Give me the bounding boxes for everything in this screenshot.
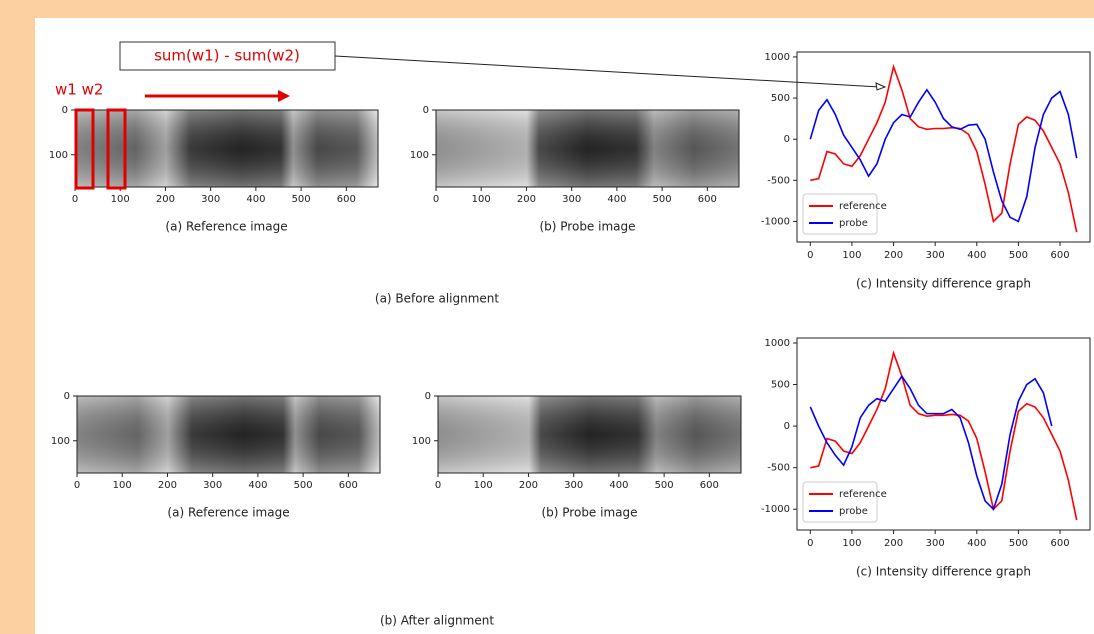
x-tick-label: 0 bbox=[807, 250, 813, 261]
image-shade bbox=[437, 395, 742, 474]
image-caption: (a) Reference image bbox=[165, 220, 287, 234]
x-tick-label: 600 bbox=[1050, 250, 1069, 261]
y-tick-label: 1000 bbox=[765, 338, 790, 349]
y-tick-label: -1000 bbox=[761, 216, 790, 227]
series-line bbox=[809, 374, 1053, 511]
x-tick-label: 300 bbox=[926, 250, 945, 261]
x-tick-label: 300 bbox=[201, 194, 220, 205]
y-tick-label: 0 bbox=[784, 421, 790, 432]
x-tick-label: 0 bbox=[807, 538, 813, 549]
arrow-head bbox=[278, 90, 290, 102]
x-tick-label: 400 bbox=[609, 480, 628, 491]
x-tick-label: 100 bbox=[113, 480, 132, 491]
y-tick-label: 0 bbox=[423, 105, 429, 116]
y-tick-label: -500 bbox=[767, 463, 790, 474]
legend-label: probe bbox=[839, 218, 868, 229]
x-tick-label: 600 bbox=[339, 480, 358, 491]
x-tick-label: 200 bbox=[517, 194, 536, 205]
x-tick-label: 500 bbox=[653, 194, 672, 205]
x-tick-label: 100 bbox=[842, 250, 861, 261]
x-tick-label: 0 bbox=[72, 194, 78, 205]
legend-label: reference bbox=[839, 489, 887, 500]
series-line bbox=[810, 350, 1078, 521]
y-tick-label: 0 bbox=[425, 391, 431, 402]
y-tick-label: 0 bbox=[64, 391, 70, 402]
x-tick-label: 200 bbox=[884, 538, 903, 549]
section-title: (a) Before alignment bbox=[375, 292, 500, 306]
legend-label: probe bbox=[839, 506, 868, 517]
formula-label: sum(w1) - sum(w2) bbox=[154, 47, 300, 65]
x-tick-label: 500 bbox=[1009, 538, 1028, 549]
x-tick-label: 0 bbox=[433, 194, 439, 205]
series-line bbox=[810, 64, 1078, 233]
image-shade bbox=[435, 109, 740, 188]
x-tick-label: 200 bbox=[156, 194, 175, 205]
y-tick-label: 500 bbox=[771, 380, 790, 391]
y-tick-label: 100 bbox=[49, 150, 68, 161]
image-shade bbox=[74, 109, 379, 188]
x-tick-label: 200 bbox=[884, 250, 903, 261]
y-tick-label: 0 bbox=[784, 134, 790, 145]
y-tick-label: 100 bbox=[410, 150, 429, 161]
x-tick-label: 200 bbox=[158, 480, 177, 491]
windows-label: w1 w2 bbox=[55, 81, 103, 99]
x-tick-label: 100 bbox=[472, 194, 491, 205]
image-caption: (b) Probe image bbox=[539, 220, 635, 234]
legend-label: reference bbox=[839, 201, 887, 212]
x-tick-label: 0 bbox=[74, 480, 80, 491]
y-tick-label: -500 bbox=[767, 175, 790, 186]
y-tick-label: 0 bbox=[62, 105, 68, 116]
x-tick-label: 600 bbox=[698, 194, 717, 205]
x-tick-label: 300 bbox=[926, 538, 945, 549]
formula-box bbox=[119, 41, 336, 71]
x-tick-label: 300 bbox=[564, 480, 583, 491]
y-tick-label: 1000 bbox=[765, 52, 790, 63]
x-tick-label: 500 bbox=[1009, 250, 1028, 261]
y-tick-label: -1000 bbox=[761, 504, 790, 515]
window-w1 bbox=[74, 108, 95, 190]
x-tick-label: 400 bbox=[967, 250, 986, 261]
x-tick-label: 500 bbox=[292, 194, 311, 205]
chart-caption: (c) Intensity difference graph bbox=[856, 277, 1031, 291]
section-title: (b) After alignment bbox=[380, 614, 494, 628]
image-shade bbox=[76, 395, 381, 474]
formula-arrow bbox=[334, 55, 881, 88]
x-tick-label: 500 bbox=[655, 480, 674, 491]
x-tick-label: 400 bbox=[607, 194, 626, 205]
x-tick-label: 600 bbox=[1050, 538, 1069, 549]
window-w2 bbox=[106, 108, 127, 190]
x-tick-label: 400 bbox=[246, 194, 265, 205]
x-tick-label: 600 bbox=[337, 194, 356, 205]
y-tick-label: 500 bbox=[771, 93, 790, 104]
x-tick-label: 100 bbox=[842, 538, 861, 549]
image-caption: (a) Reference image bbox=[167, 506, 289, 520]
x-tick-label: 300 bbox=[203, 480, 222, 491]
y-tick-label: 100 bbox=[51, 436, 70, 447]
chart-caption: (c) Intensity difference graph bbox=[856, 565, 1031, 579]
x-tick-label: 0 bbox=[435, 480, 441, 491]
arrow-head bbox=[875, 82, 887, 91]
series-line bbox=[809, 88, 1078, 223]
x-tick-label: 300 bbox=[562, 194, 581, 205]
y-tick-label: 100 bbox=[412, 436, 431, 447]
image-caption: (b) Probe image bbox=[541, 506, 637, 520]
x-tick-label: 100 bbox=[111, 194, 130, 205]
x-tick-label: 600 bbox=[700, 480, 719, 491]
x-tick-label: 400 bbox=[967, 538, 986, 549]
x-tick-label: 200 bbox=[519, 480, 538, 491]
x-tick-label: 400 bbox=[248, 480, 267, 491]
x-tick-label: 500 bbox=[294, 480, 313, 491]
x-tick-label: 100 bbox=[474, 480, 493, 491]
